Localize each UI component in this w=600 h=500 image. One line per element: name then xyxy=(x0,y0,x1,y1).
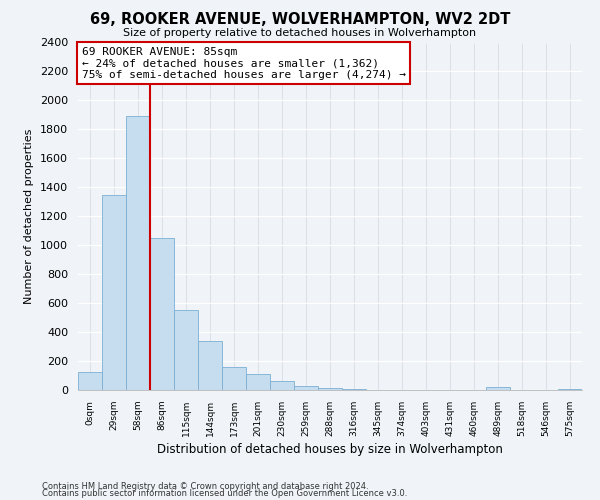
Bar xyxy=(174,310,198,390)
Text: 69, ROOKER AVENUE, WOLVERHAMPTON, WV2 2DT: 69, ROOKER AVENUE, WOLVERHAMPTON, WV2 2D… xyxy=(90,12,510,28)
X-axis label: Distribution of detached houses by size in Wolverhampton: Distribution of detached houses by size … xyxy=(157,443,503,456)
Bar xyxy=(318,388,342,390)
Bar xyxy=(198,342,222,390)
Bar xyxy=(78,372,102,390)
Bar xyxy=(150,238,174,390)
Bar xyxy=(558,388,582,390)
Text: Size of property relative to detached houses in Wolverhampton: Size of property relative to detached ho… xyxy=(124,28,476,38)
Bar xyxy=(246,374,270,390)
Y-axis label: Number of detached properties: Number of detached properties xyxy=(25,128,34,304)
Text: 69 ROOKER AVENUE: 85sqm
← 24% of detached houses are smaller (1,362)
75% of semi: 69 ROOKER AVENUE: 85sqm ← 24% of detache… xyxy=(82,47,406,80)
Bar xyxy=(222,367,246,390)
Text: Contains public sector information licensed under the Open Government Licence v3: Contains public sector information licen… xyxy=(42,490,407,498)
Text: Contains HM Land Registry data © Crown copyright and database right 2024.: Contains HM Land Registry data © Crown c… xyxy=(42,482,368,491)
Bar xyxy=(126,116,150,390)
Bar xyxy=(270,382,294,390)
Bar xyxy=(486,388,510,390)
Bar xyxy=(294,386,318,390)
Bar xyxy=(102,194,126,390)
